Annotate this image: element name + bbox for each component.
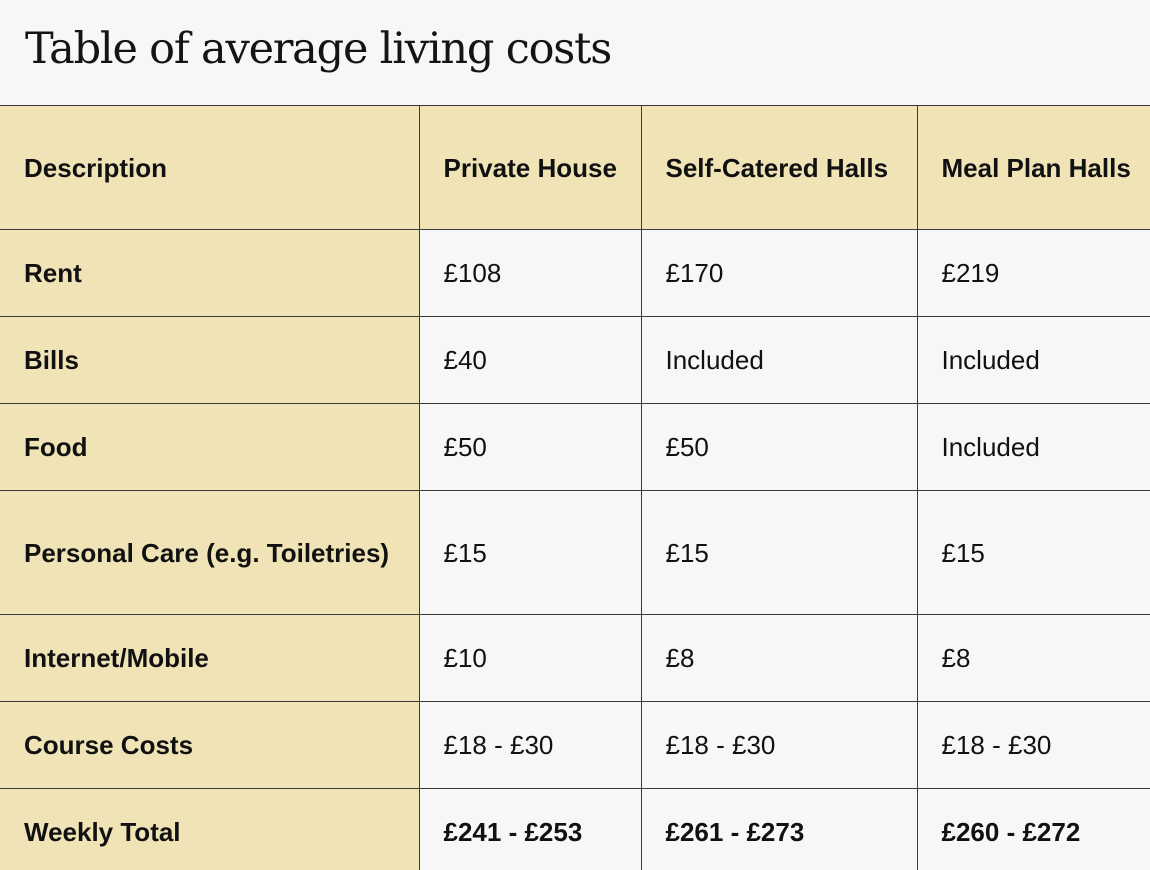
table-row-weekly-total: Weekly Total £241 - £253 £261 - £273 £26… (0, 788, 1150, 870)
cell-meal-plan-halls: Included (916, 316, 1150, 404)
cell-self-catered-halls: Included (640, 316, 918, 404)
table-row-food: Food £50 £50 Included (0, 403, 1150, 491)
cell-private-house: £10 (418, 614, 642, 702)
row-label: Personal Care (e.g. Toiletries) (0, 490, 420, 615)
cell-private-house: £18 - £30 (418, 701, 642, 789)
row-label: Internet/Mobile (0, 614, 420, 702)
table-row-rent: Rent £108 £170 £219 (0, 229, 1150, 317)
cell-private-house: £50 (418, 403, 642, 491)
header-meal-plan-halls: Meal Plan Halls (916, 105, 1150, 230)
cell-meal-plan-halls: £8 (916, 614, 1150, 702)
cell-private-house: £241 - £253 (418, 788, 642, 870)
cell-self-catered-halls: £170 (640, 229, 918, 317)
table-row-bills: Bills £40 Included Included (0, 316, 1150, 404)
cell-meal-plan-halls: £219 (916, 229, 1150, 317)
cell-private-house: £15 (418, 490, 642, 615)
cell-self-catered-halls: £50 (640, 403, 918, 491)
cell-self-catered-halls: £15 (640, 490, 918, 615)
table-row-personal-care: Personal Care (e.g. Toiletries) £15 £15 … (0, 490, 1150, 615)
table-row-internet-mobile: Internet/Mobile £10 £8 £8 (0, 614, 1150, 702)
header-description: Description (0, 105, 420, 230)
living-costs-table: Description Private House Self-Catered H… (0, 105, 1150, 870)
table-header-row: Description Private House Self-Catered H… (0, 105, 1150, 230)
cell-private-house: £40 (418, 316, 642, 404)
cell-private-house: £108 (418, 229, 642, 317)
cell-self-catered-halls: £261 - £273 (640, 788, 918, 870)
cell-meal-plan-halls: £18 - £30 (916, 701, 1150, 789)
header-private-house: Private House (418, 105, 642, 230)
row-label: Weekly Total (0, 788, 420, 870)
table-row-course-costs: Course Costs £18 - £30 £18 - £30 £18 - £… (0, 701, 1150, 789)
cell-meal-plan-halls: £260 - £272 (916, 788, 1150, 870)
page-title: Table of average living costs (25, 24, 612, 74)
row-label: Course Costs (0, 701, 420, 789)
header-self-catered-halls: Self-Catered Halls (640, 105, 918, 230)
cell-meal-plan-halls: £15 (916, 490, 1150, 615)
row-label: Bills (0, 316, 420, 404)
cell-meal-plan-halls: Included (916, 403, 1150, 491)
row-label: Rent (0, 229, 420, 317)
cell-self-catered-halls: £8 (640, 614, 918, 702)
row-label: Food (0, 403, 420, 491)
cell-self-catered-halls: £18 - £30 (640, 701, 918, 789)
